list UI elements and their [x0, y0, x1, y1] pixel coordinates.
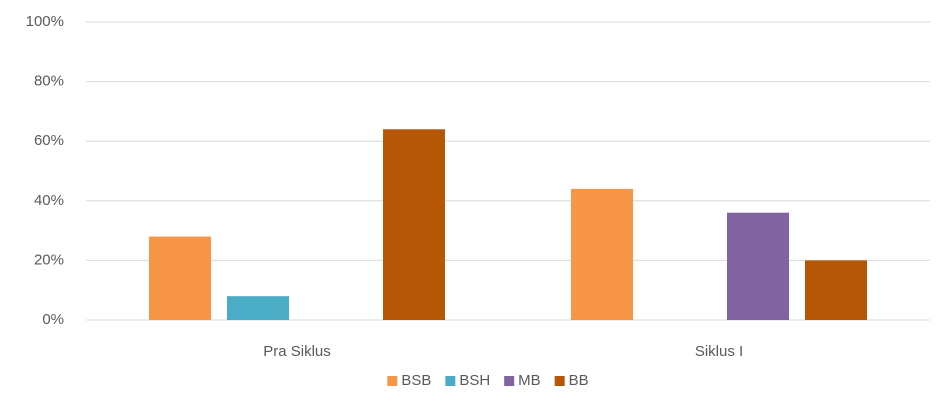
legend-label: BSB — [401, 372, 431, 389]
legend-swatch — [387, 376, 398, 386]
legend-label: MB — [518, 372, 541, 389]
bar — [805, 260, 867, 320]
bar — [571, 188, 633, 320]
y-tick-label: 80% — [34, 73, 64, 90]
x-tick-label: Pra Siklus — [263, 343, 331, 360]
legend-label: BSH — [459, 372, 490, 389]
bar — [149, 236, 211, 320]
legend-swatch — [504, 376, 515, 386]
legend-swatch — [554, 376, 565, 386]
y-tick-label: 40% — [34, 192, 64, 209]
bar — [727, 212, 789, 320]
y-tick-label: 60% — [34, 132, 64, 149]
legend-label: BB — [569, 372, 589, 389]
bar — [383, 129, 445, 320]
y-tick-label: 20% — [34, 251, 64, 268]
bar — [227, 296, 289, 320]
y-tick-label: 100% — [26, 13, 64, 30]
legend-swatch — [445, 376, 456, 386]
x-tick-label: Siklus I — [695, 343, 743, 360]
y-tick-label: 0% — [42, 311, 64, 328]
